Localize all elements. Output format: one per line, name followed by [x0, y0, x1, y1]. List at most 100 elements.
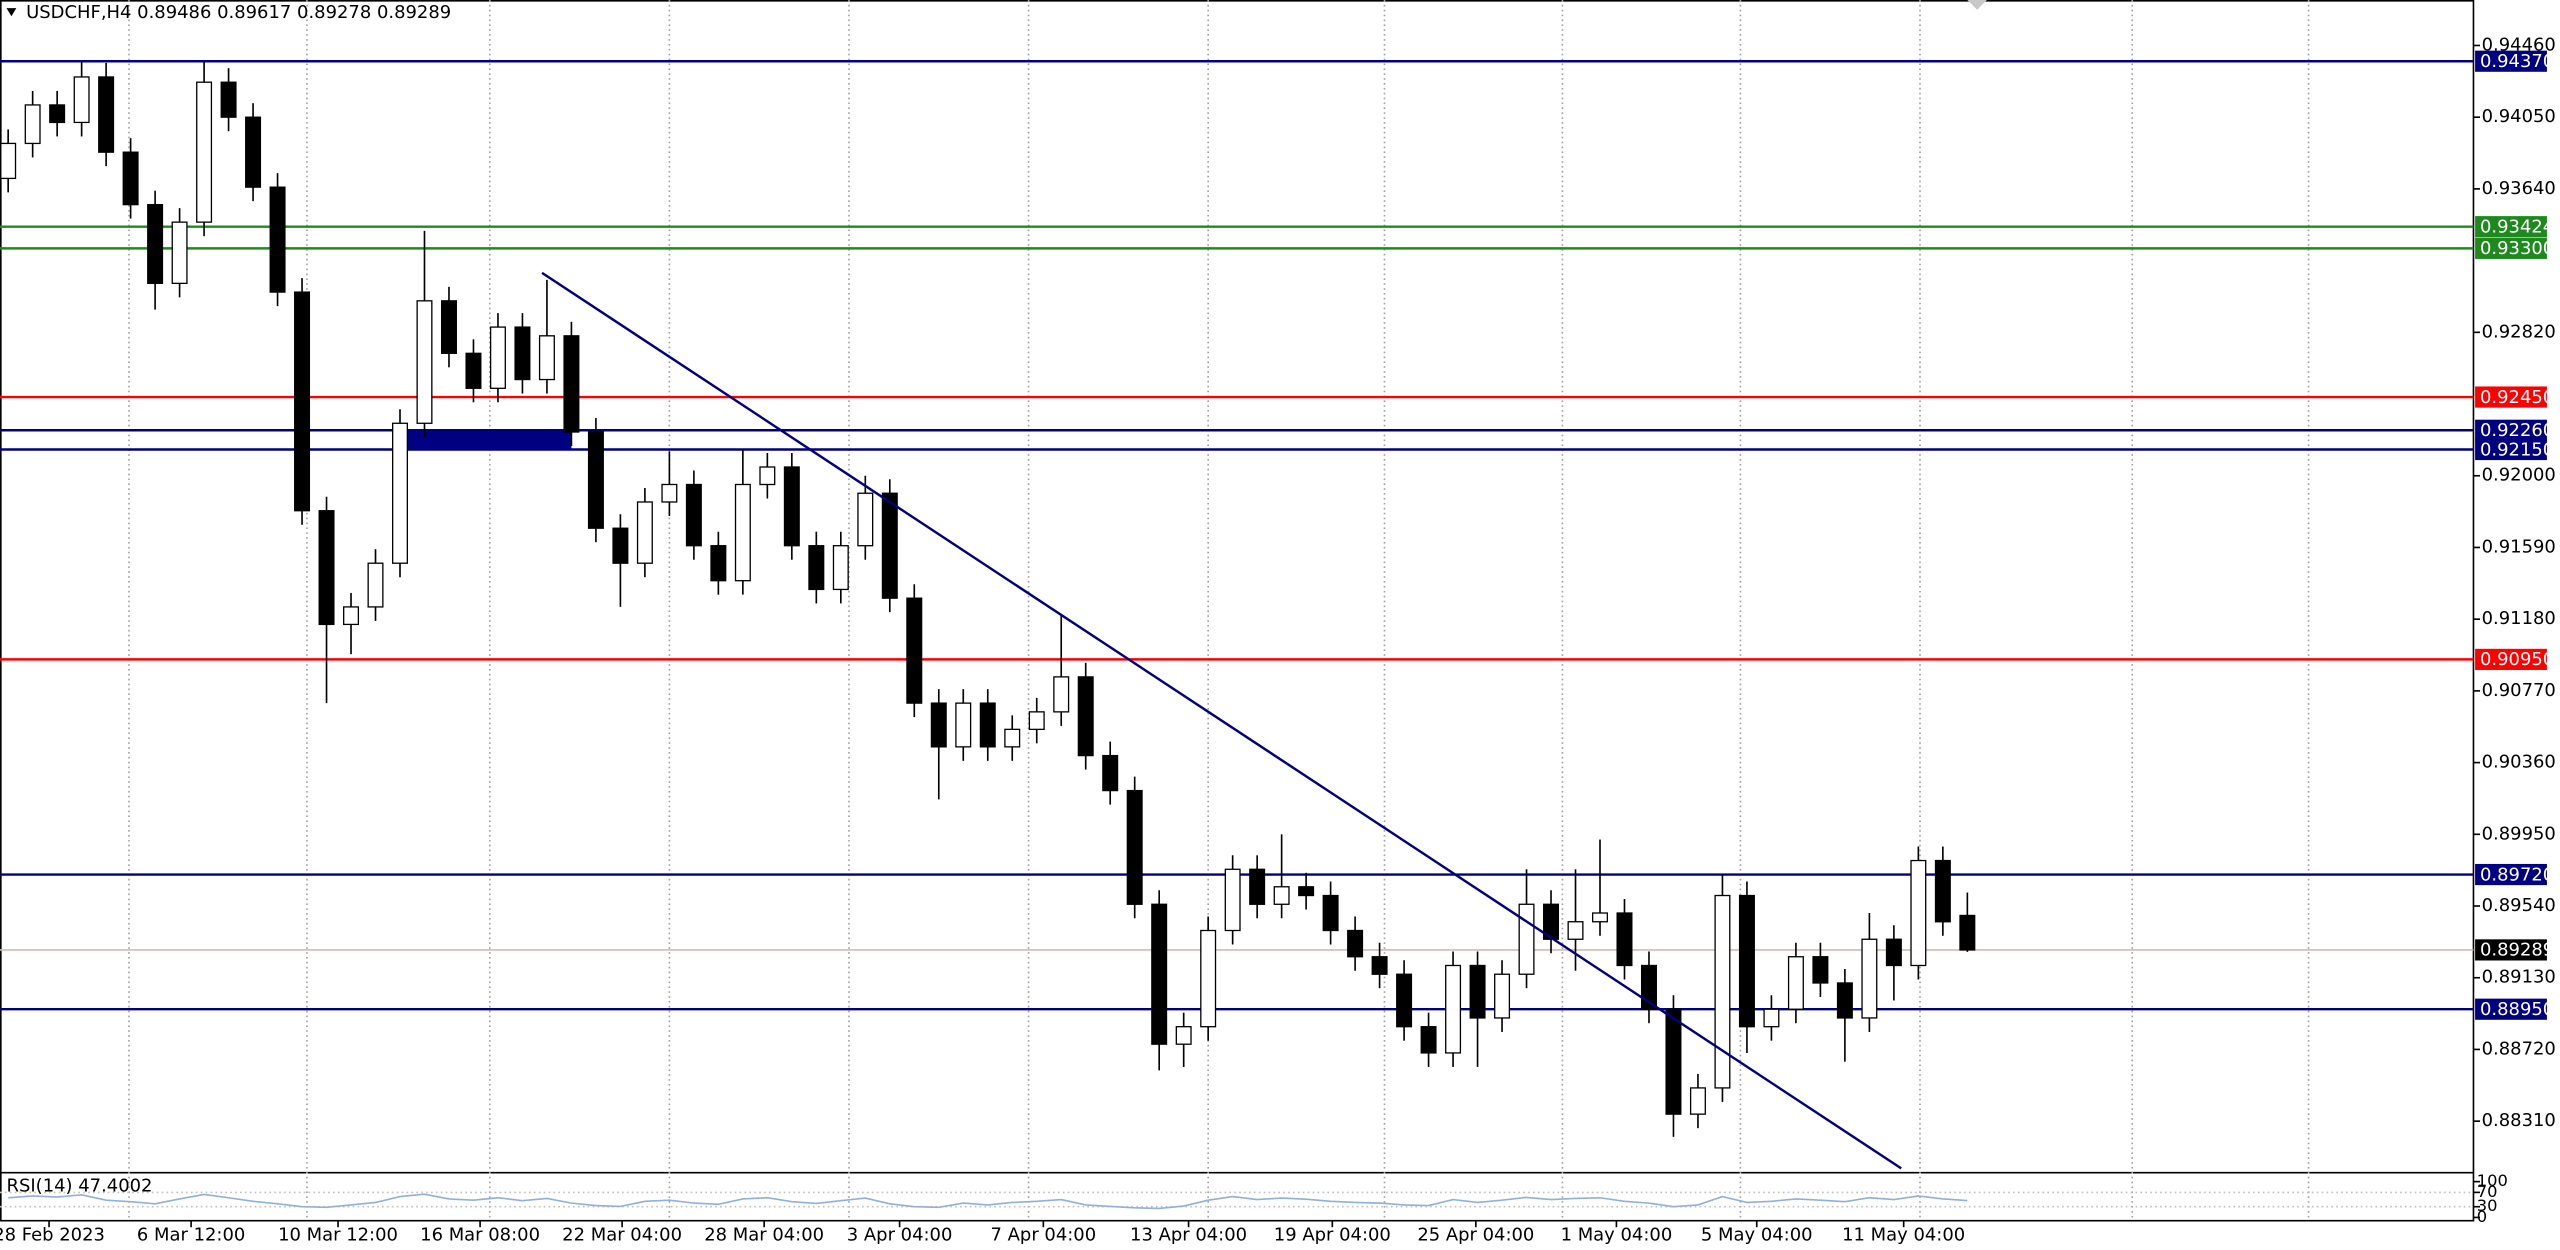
candle-body: [1077, 676, 1094, 757]
candle-body: [1591, 912, 1608, 923]
candle-body: [563, 335, 580, 433]
candle-body: [343, 606, 360, 626]
candle-body: [1543, 903, 1560, 940]
y-tick-label: 0.94460: [2482, 34, 2556, 55]
candle-body: [1640, 964, 1657, 1010]
candle-body: [955, 702, 972, 748]
candle-body: [1714, 894, 1731, 1089]
candle-body: [661, 483, 678, 503]
candle-body: [0, 142, 17, 180]
x-tick-label: 13 Apr 04:00: [1130, 1224, 1247, 1245]
level-label: 0.93300: [2480, 238, 2554, 259]
candle-body: [1494, 973, 1511, 1019]
candle-body: [1371, 956, 1388, 975]
candle-body: [1885, 938, 1902, 967]
candle-body: [1298, 886, 1315, 897]
level-label: 0.93424: [2480, 217, 2554, 238]
level-label-box: [2475, 216, 2547, 238]
candle-body: [783, 466, 800, 547]
y-tick-label: 0.88720: [2482, 1038, 2556, 1059]
candle-body: [1469, 964, 1486, 1019]
candle-body: [1959, 914, 1976, 951]
candle-body: [1910, 859, 1927, 967]
axes: 0.94460 0.94050 0.93640 0.92820 0.92000 0.915…: [0, 34, 2556, 1245]
candle-body: [808, 545, 825, 591]
candle-body: [1738, 894, 1755, 1028]
price-label: 0.89289: [2480, 940, 2554, 961]
level-label: 0.92260: [2480, 420, 2554, 441]
candle-body: [1665, 1008, 1682, 1115]
x-tick-label: 11 May 04:00: [1842, 1224, 1965, 1245]
x-tick-label: 6 Mar 12:00: [137, 1224, 245, 1245]
candle-body: [930, 702, 947, 748]
y-tick-label: 0.93640: [2482, 178, 2556, 199]
y-tick-label: 0.90360: [2482, 752, 2556, 773]
candle-body: [979, 702, 996, 748]
candle-body: [1445, 964, 1462, 1054]
level-label: 0.89720: [2480, 864, 2554, 885]
y-tick-label: 0.94050: [2482, 106, 2556, 127]
rsi-tick-label: 30: [2477, 1196, 2498, 1215]
level-label-box: [2475, 419, 2547, 441]
rsi-label: RSI(14) 47.4002: [7, 1176, 153, 1197]
candle-body: [1420, 1026, 1437, 1054]
candle-body: [49, 104, 66, 124]
candle-body: [1102, 754, 1119, 792]
level-label-box: [2475, 386, 2547, 408]
candle-body: [857, 492, 874, 547]
candle-body: [1028, 711, 1045, 731]
level-label-box: [2475, 863, 2547, 886]
candle-body: [367, 562, 384, 608]
y-tick-label: 0.92820: [2482, 321, 2556, 342]
candle-body: [147, 203, 164, 284]
level-label-box: [2475, 237, 2547, 259]
candle-body: [906, 597, 923, 704]
level-label: 0.92150: [2480, 439, 2554, 460]
y-tick-label: 0.91590: [2482, 536, 2556, 557]
candle-body: [514, 326, 531, 381]
candle-body: [612, 527, 629, 564]
candle-body: [1175, 1026, 1192, 1045]
candle-body: [269, 186, 286, 293]
level-label: 0.88950: [2480, 999, 2554, 1020]
x-tick-label: 16 Mar 08:00: [420, 1224, 540, 1245]
candle-body: [881, 492, 898, 599]
candle-body: [1249, 868, 1266, 905]
candle-body: [220, 81, 237, 118]
y-tick-label: 0.89950: [2482, 823, 2556, 844]
rsi-tick-label: 70: [2477, 1182, 2498, 1201]
zone: [399, 430, 572, 450]
candle-body: [734, 483, 751, 582]
x-tick-label: 19 Apr 04:00: [1274, 1224, 1391, 1245]
y-tick-label: 0.89540: [2482, 895, 2556, 916]
candle-body: [1200, 929, 1217, 1028]
candle-body: [318, 510, 335, 626]
candle-body: [1763, 1008, 1780, 1028]
candle-body: [1224, 868, 1241, 932]
y-tick-label: 0.92000: [2482, 465, 2556, 486]
plot-area: [0, 59, 2474, 1170]
candle-body: [1861, 938, 1878, 1019]
candle-body: [685, 483, 702, 547]
rsi-line: [8, 1193, 1968, 1210]
candle-body: [710, 545, 727, 582]
rsi-tick-label: 0: [2477, 1207, 2487, 1226]
candle-body: [1689, 1087, 1706, 1115]
level-label: 0.90950: [2480, 649, 2554, 670]
candle-body: [1273, 886, 1290, 905]
candle-body: [294, 291, 311, 512]
y-tick-label: 0.88310: [2482, 1110, 2556, 1131]
candle-body: [1616, 912, 1633, 967]
candle-body: [489, 326, 506, 389]
candle-body: [98, 76, 115, 153]
candle-body: [196, 81, 213, 223]
trend-line: [541, 271, 1902, 1170]
level-label: 0.92450: [2480, 387, 2554, 408]
x-tick-label: 28 Feb 2023: [0, 1224, 105, 1245]
candle-body: [636, 501, 653, 564]
x-tick-label: 3 Apr 04:00: [847, 1224, 953, 1245]
x-tick-label: 22 Mar 04:00: [562, 1224, 682, 1245]
plot-frame: [0, 0, 2475, 1222]
y-tick-label: 0.91180: [2482, 608, 2556, 629]
